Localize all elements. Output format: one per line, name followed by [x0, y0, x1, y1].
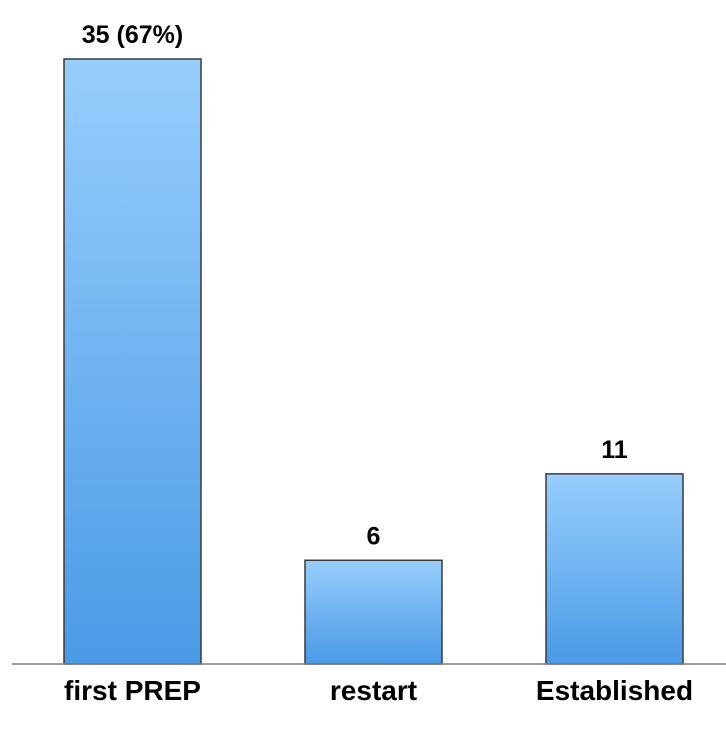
category-label-0: first PREP: [64, 675, 201, 706]
bar-0: [63, 58, 202, 665]
category-label-2: Established: [536, 675, 693, 706]
data-label-2: 11: [601, 436, 628, 464]
bars-group: [63, 58, 684, 665]
bar-1: [304, 559, 443, 665]
data-label-1: 6: [367, 522, 381, 550]
data-labels-group: 35 (67%) 6 11: [82, 21, 628, 550]
bar-2: [545, 473, 684, 665]
data-label-0: 35 (67%): [82, 21, 183, 49]
category-label-1: restart: [330, 675, 417, 706]
category-labels-group: first PREP restart Established: [64, 675, 693, 706]
